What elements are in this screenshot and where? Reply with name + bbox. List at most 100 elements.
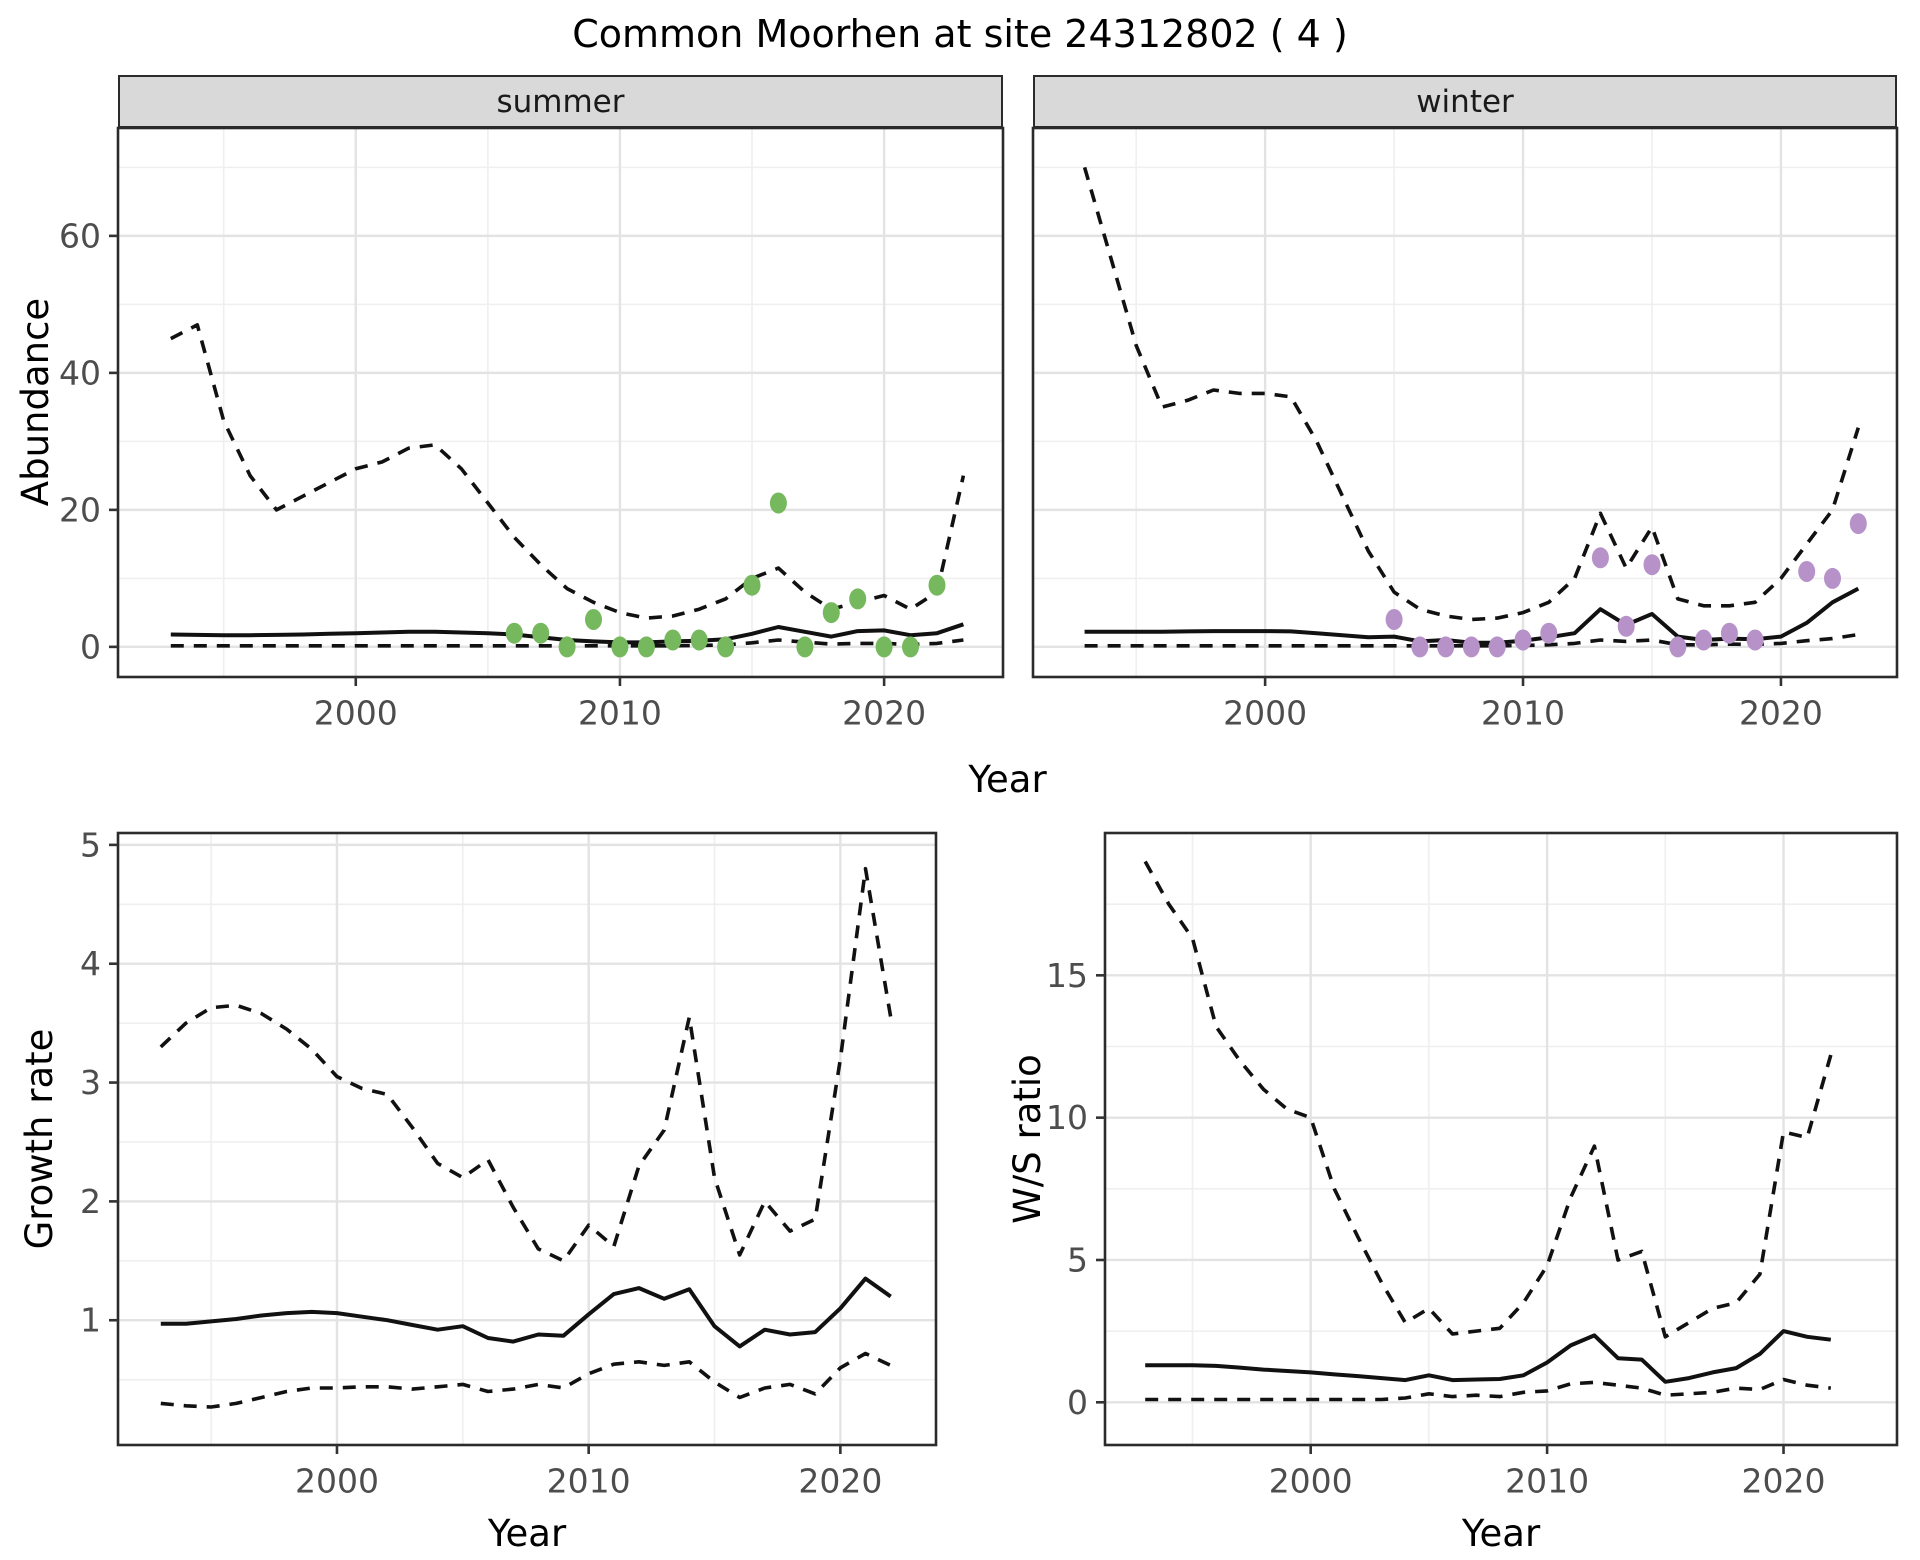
top-x-axis-title: Year [968,758,1047,801]
ws-ratio-mean-line [1145,1329,1832,1384]
winter-observations-point [1514,629,1532,651]
abundance-summer-x-axis: 2000 2010 2020 [314,677,926,733]
summer-observations-point [558,636,576,658]
facet-strip-winter-label: winter [1416,83,1514,120]
summer-observations-point [769,492,787,514]
summer-observations-point [822,602,840,624]
winter-observations-point [1849,513,1867,535]
winter-observations-point [1488,636,1506,658]
summer-observations-point [743,574,761,596]
ws-ratio-y-axis: 0 5 10 15 [1046,956,1105,1422]
growth-y-axis-title: Growth rate [18,1028,61,1250]
growth-rate-x-axis: 2000 2010 2020 [295,1445,882,1501]
growth-rate-ytick-label: 3 [80,1063,101,1102]
summer-observations-point [796,636,814,658]
winter-observations-point [1746,629,1764,651]
facet-strip-summer: summer [118,75,1003,128]
summer-observations-point [637,636,655,658]
ws-y-axis-title: W/S ratio [1006,1054,1049,1224]
growth-rate-panel-bg [118,833,936,1445]
ws-ratio-ytick-label: 0 [1067,1383,1088,1422]
growth-rate-lower-ci-line [160,1351,892,1409]
ws-ratio-upper-ci-line [1143,860,1833,1339]
growth-rate-panel: 2000 2010 2020 1 2 3 4 5 [80,825,938,1501]
growth-rate-ytick-label: 2 [80,1182,101,1221]
winter-observations-point [1643,554,1661,576]
summer-observations-point [875,636,893,658]
winter-observations-point [1798,561,1816,582]
summer-observations-point [585,609,602,630]
winter-observations-point [1462,636,1480,658]
summer-observations-point [505,622,523,644]
ws-ratio-ytick-label: 10 [1046,1098,1088,1137]
growth-rate-panel-border [116,831,938,1447]
ws-ratio-ytick-label: 15 [1046,956,1088,995]
abundance-summer-xtick-label: 2020 [842,694,926,733]
abundance-summer-panel-bg [118,128,1003,677]
growth-rate-upper-ci-line [159,866,893,1263]
abundance-winter-upper-ci-line [1082,166,1861,622]
winter-observations-point [1437,636,1455,658]
abundance-summer-ytick-label: 0 [80,627,101,666]
summer-observations-point [611,636,629,658]
ws-ratio-lower-ci-line [1145,1377,1832,1402]
winter-observations-point [1695,629,1713,651]
summer-observations [505,492,946,658]
summer-observations-point [532,622,550,644]
growth-rate-ytick-label: 4 [80,944,101,983]
abundance-summer-panel: 2000 2010 2020 0 20 40 60 [59,126,1005,733]
growth-rate-ytick-label: 1 [80,1301,101,1340]
summer-observations-point [664,629,682,651]
summer-observations-point [928,574,946,596]
abundance-summer-ytick-label: 60 [59,216,101,255]
winter-observations-point [1669,636,1687,658]
ws-ratio-xtick-label: 2010 [1505,1462,1589,1501]
abundance-summer-xtick-label: 2000 [314,694,398,733]
summer-observations-point [849,588,867,610]
abundance-winter-panel-border [1031,126,1899,679]
facet-strip-summer-label: summer [496,83,625,120]
abundance-summer-ytick-label: 40 [59,353,101,392]
abundance-winter-panel-bg [1033,128,1897,677]
ws-x-axis-title: Year [1461,1512,1541,1555]
abundance-winter-xtick-label: 2010 [1481,694,1565,733]
abundance-winter-xtick-label: 2000 [1223,694,1307,733]
growth-rate-y-axis: 1 2 3 4 5 [80,825,118,1340]
ws-ratio-xtick-label: 2000 [1269,1462,1353,1501]
page-title: Common Moorhen at site 24312802 ( 4 ) [572,12,1348,56]
facet-strip-winter: winter [1033,75,1897,128]
abundance-winter-lower-ci-line [1084,632,1859,648]
ws-ratio-ytick-label: 5 [1067,1240,1088,1279]
abundance-winter-panel: 2000 2010 2020 [1031,126,1899,733]
ws-ratio-panel-border [1103,831,1899,1447]
winter-observations-point [1720,622,1738,644]
abundance-summer-y-axis: 0 20 40 60 [59,216,118,666]
growth-rate-xtick-label: 2010 [547,1462,631,1501]
growth-rate-ytick-label: 5 [80,825,101,864]
winter-observations-point [1540,622,1558,644]
winter-observations-point [1591,547,1609,569]
abundance-winter-xtick-label: 2020 [1739,694,1823,733]
summer-observations-point [902,636,919,658]
winter-observations [1385,513,1867,658]
growth-rate-xtick-label: 2000 [295,1462,379,1501]
winter-observations-point [1385,609,1403,630]
growth-rate-xtick-label: 2020 [798,1462,882,1501]
abundance-summer-xtick-label: 2010 [578,694,662,733]
abundance-summer-ytick-label: 20 [59,490,101,529]
growth-rate-mean-line [160,1276,892,1349]
ws-ratio-x-axis: 2000 2010 2020 [1269,1445,1826,1501]
winter-observations-point [1824,567,1841,589]
growth-x-axis-title: Year [487,1512,567,1555]
ws-ratio-panel-bg [1105,833,1897,1445]
growth-rate-gridlines [118,833,936,1445]
ws-ratio-xtick-label: 2020 [1742,1462,1826,1501]
abundance-winter-x-axis: 2000 2010 2020 [1223,677,1823,733]
abundance-y-axis-title: Abundance [14,297,57,507]
abundance-summer-panel-border [116,126,1005,679]
winter-observations-point [1411,636,1429,658]
summer-observations-point [717,636,735,658]
winter-observations-point [1617,615,1635,637]
